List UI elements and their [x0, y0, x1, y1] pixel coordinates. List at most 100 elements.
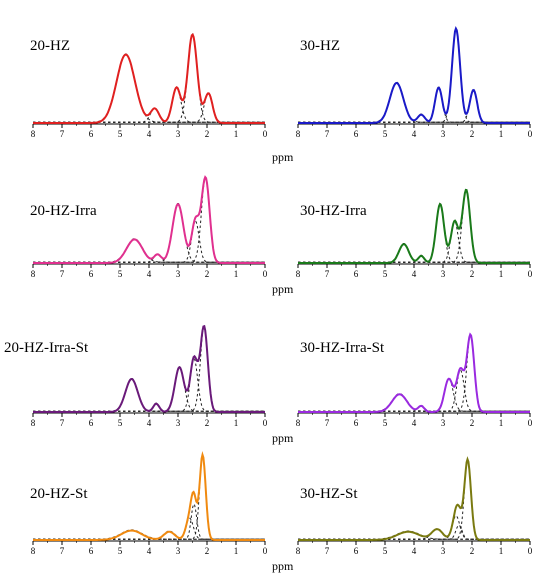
x-tick-label: 2: [470, 269, 475, 279]
x-tick-label: 8: [296, 418, 301, 428]
panel-label: 30-HZ-Irra-St: [300, 340, 385, 356]
spectrum-panel: 8 7 6 5 4 3 2 1 0 30-HZ-Irra-St: [296, 332, 533, 428]
x-tick-label: 6: [354, 546, 359, 556]
fit-component-curve: [33, 53, 265, 123]
x-tick-label: 8: [31, 269, 36, 279]
x-tick-label: 2: [205, 129, 210, 139]
x-tick-label: 4: [147, 269, 152, 279]
x-tick-label: 7: [60, 269, 65, 279]
x-tick-label: 7: [60, 546, 65, 556]
x-tick-label: 3: [176, 269, 181, 279]
x-tick-label: 0: [263, 418, 268, 428]
x-tick-label: 4: [412, 418, 417, 428]
x-tick-label: 8: [296, 129, 301, 139]
x-tick-label: 4: [147, 418, 152, 428]
fit-component-curve: [298, 220, 530, 263]
x-tick-label: 0: [263, 546, 268, 556]
x-tick-label: 1: [234, 129, 239, 139]
ppm-label: ppm: [272, 559, 294, 573]
fit-component-curve: [33, 517, 265, 540]
x-tick-label: 8: [31, 418, 36, 428]
panel-label: 20-HZ-Irra-St: [4, 340, 89, 356]
spectrum-curve: [298, 26, 530, 124]
panel-label: 20-HZ-Irra: [30, 203, 97, 219]
fit-component-curve: [33, 176, 265, 263]
x-tick-label: 3: [441, 269, 446, 279]
x-tick-label: 5: [118, 129, 123, 139]
x-tick-label: 8: [31, 546, 36, 556]
spectrum-panel: 8 7 6 5 4 3 2 1 0 30-HZ-Irra: [296, 188, 533, 279]
fit-component-curve: [33, 357, 265, 412]
x-tick-label: 6: [354, 418, 359, 428]
x-tick-label: 0: [528, 546, 533, 556]
fit-component-curve: [298, 189, 530, 263]
x-tick-label: 1: [499, 129, 504, 139]
fit-component-curve: [298, 369, 530, 412]
x-tick-label: 5: [383, 129, 388, 139]
spectrum-curve: [33, 451, 265, 541]
x-tick-label: 4: [147, 546, 152, 556]
x-tick-label: 6: [89, 546, 94, 556]
x-tick-label: 2: [205, 269, 210, 279]
fit-component-curve: [33, 86, 265, 123]
spectrum-panel: 8 7 6 5 4 3 2 1 0 20-HZ: [30, 32, 268, 139]
x-tick-label: 1: [499, 269, 504, 279]
spectrum-curve: [298, 188, 530, 264]
spectrum-panel: 8 7 6 5 4 3 2 1 0 20-HZ-Irra: [30, 175, 268, 279]
fit-component-curve: [298, 81, 530, 123]
spectrum-panel: 8 7 6 5 4 3 2 1 0 20-HZ-St: [30, 451, 268, 556]
fit-component-curve: [298, 88, 530, 123]
x-tick-label: 6: [89, 129, 94, 139]
x-tick-label: 6: [354, 129, 359, 139]
x-tick-label: 6: [89, 418, 94, 428]
x-tick-label: 3: [441, 418, 446, 428]
x-tick-label: 1: [234, 269, 239, 279]
x-tick-label: 0: [263, 129, 268, 139]
spectrum-curve: [298, 456, 530, 541]
x-tick-label: 6: [89, 269, 94, 279]
x-tick-label: 5: [118, 418, 123, 428]
fit-component-curve: [33, 377, 265, 412]
x-tick-label: 7: [325, 269, 330, 279]
x-tick-label: 2: [470, 129, 475, 139]
panel-label: 30-HZ-St: [300, 486, 358, 502]
ppm-label: ppm: [272, 431, 294, 445]
x-tick-label: 1: [499, 546, 504, 556]
spectrum-curve: [298, 332, 530, 413]
spectrum-curve: [33, 324, 265, 413]
x-tick-label: 0: [263, 269, 268, 279]
x-tick-label: 8: [296, 546, 301, 556]
fit-component-curve: [33, 365, 265, 412]
x-tick-label: 5: [383, 269, 388, 279]
fit-component-curve: [33, 92, 265, 123]
x-tick-label: 4: [412, 129, 417, 139]
x-tick-label: 6: [354, 269, 359, 279]
fit-component-curve: [33, 503, 265, 540]
panel-label: 20-HZ: [30, 38, 70, 54]
fit-component-curve: [298, 515, 530, 540]
fit-component-curve: [298, 377, 530, 412]
x-tick-label: 4: [412, 546, 417, 556]
spectrum-curve: [33, 175, 265, 264]
x-tick-label: 1: [234, 546, 239, 556]
fit-component-curve: [33, 220, 265, 263]
x-tick-label: 2: [470, 546, 475, 556]
panel-label: 30-HZ: [300, 38, 340, 54]
spectrum-panel: 8 7 6 5 4 3 2 1 0 30-HZ: [296, 26, 533, 139]
x-tick-label: 7: [325, 546, 330, 556]
x-tick-label: 7: [325, 129, 330, 139]
x-tick-label: 4: [147, 129, 152, 139]
x-tick-label: 3: [176, 129, 181, 139]
ppm-labels: ppm ppm ppm ppm: [272, 150, 294, 573]
x-tick-label: 5: [118, 546, 123, 556]
x-tick-label: 1: [234, 418, 239, 428]
x-tick-label: 3: [176, 418, 181, 428]
x-tick-label: 5: [383, 546, 388, 556]
x-tick-label: 7: [60, 129, 65, 139]
fit-component-curve: [298, 86, 530, 123]
x-tick-label: 1: [499, 418, 504, 428]
spectrum-panel: 8 7 6 5 4 3 2 1 0 30-HZ-St: [296, 456, 533, 556]
panel-label: 30-HZ-Irra: [300, 203, 367, 219]
x-tick-label: 5: [383, 418, 388, 428]
fit-component-curve: [33, 452, 265, 540]
